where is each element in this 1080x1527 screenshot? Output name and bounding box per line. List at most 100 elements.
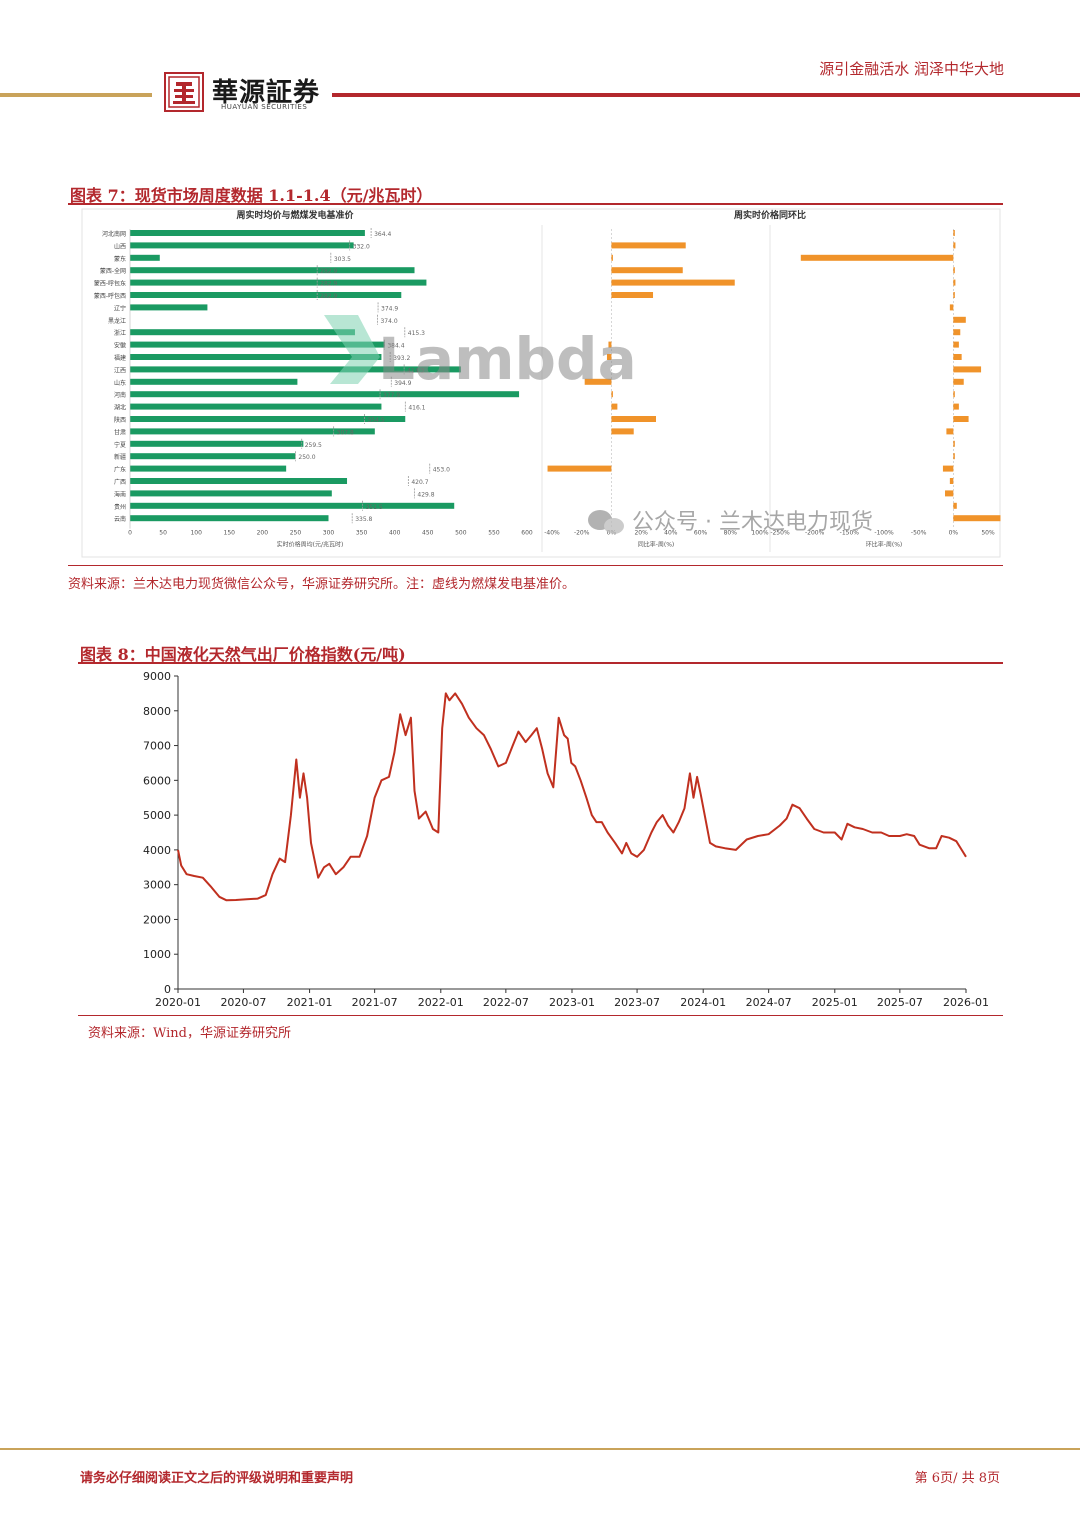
fig8-xtick-label: 2021-01 <box>287 996 333 1009</box>
fig7-category-label: 广东 <box>114 466 126 474</box>
fig8-ytick-label: 5000 <box>143 809 171 822</box>
fig7-mom-xtick: -250% <box>770 530 790 537</box>
figure7-bottom-rule <box>68 565 1003 566</box>
fig7-category-label: 蒙西-全网 <box>100 267 126 275</box>
fig7-yoy-bar <box>611 267 683 274</box>
fig7-left-xtick: 150 <box>224 530 236 537</box>
fig7-mom-bar <box>949 478 954 484</box>
fig7-benchmark-label: 416.1 <box>408 405 425 412</box>
fig7-category-label: 江西 <box>114 367 126 374</box>
fig8-xtick-label: 2023-07 <box>614 996 660 1009</box>
fig8-lng-price-line <box>177 692 967 902</box>
fig7-mom-bar <box>953 329 961 336</box>
fig7-category-label: 安徽 <box>114 342 126 350</box>
header-rule-red <box>332 93 1080 97</box>
fig8-xtick-label: 2025-01 <box>812 996 858 1009</box>
fig7-left-xtick: 0 <box>128 530 132 537</box>
fig7-left-xtick: 100 <box>190 530 202 537</box>
fig8-xtick-label: 2021-07 <box>352 996 398 1009</box>
fig7-yoy-bar <box>606 354 612 360</box>
fig8-xtick-label: 2025-07 <box>877 996 923 1009</box>
fig7-mom-bar <box>953 515 1001 522</box>
fig7-benchmark-label: 374.0 <box>380 318 397 325</box>
fig7-yoy-xlabel: 同比率-周(%) <box>638 541 675 549</box>
fig7-right-title: 周实时价格同环比 <box>734 209 806 221</box>
fig7-category-label: 湖北 <box>114 404 126 412</box>
figure8-bottom-rule <box>78 1015 1003 1016</box>
fig7-price-bar <box>130 416 406 422</box>
fig7-mom-bar <box>953 341 959 348</box>
fig8-ytick-label: 3000 <box>143 879 171 892</box>
fig7-benchmark-label: 453.0 <box>433 467 450 474</box>
company-logo-en: HUAYUAN SECURITIES <box>221 103 308 111</box>
fig7-price-bar <box>130 502 455 509</box>
fig7-mom-xtick: -200% <box>805 530 825 537</box>
fig7-yoy-bar <box>611 416 656 422</box>
fig7-category-label: 广西 <box>114 478 126 486</box>
fig7-category-label: 福建 <box>114 354 126 362</box>
fig7-price-bar <box>130 366 461 373</box>
fig7-category-label: 浙江 <box>114 329 126 337</box>
fig7-price-bar <box>130 354 382 360</box>
fig7-mom-bar <box>953 230 955 236</box>
figure7-top-rule <box>68 203 1003 205</box>
fig7-mom-bar <box>953 453 955 460</box>
fig7-left-xtick: 550 <box>488 530 500 537</box>
fig7-benchmark-label: 259.5 <box>305 442 322 449</box>
fig7-mom-bar <box>953 403 959 410</box>
fig7-category-label: 蒙东 <box>114 255 126 263</box>
fig7-yoy-bar <box>584 378 612 385</box>
fig7-price-bar <box>130 292 402 298</box>
fig7-mom-bar <box>953 354 962 360</box>
fig7-benchmark-label: 374.9 <box>381 305 398 312</box>
lambda-logo-icon <box>324 315 380 384</box>
fig7-yoy-xtick: 80% <box>724 530 738 537</box>
fig7-price-bar <box>130 341 385 348</box>
fig7-benchmark-label: 414.3 <box>407 367 424 374</box>
wechat-watermark-text: 公众号 · 兰木达电力现货 <box>632 510 873 535</box>
fig7-yoy-bar <box>611 242 686 249</box>
fig8-xtick-label: 2020-07 <box>220 996 266 1009</box>
fig7-category-label: 河北南网 <box>102 230 126 238</box>
fig7-benchmark-label: 282.9 <box>320 281 337 288</box>
fig7-mom-bar <box>953 416 969 422</box>
fig7-mom-bar <box>949 304 954 311</box>
fig8-xtick-label: 2026-01 <box>943 996 989 1009</box>
fig7-price-bar <box>130 515 329 522</box>
fig7-yoy-bar <box>611 428 634 435</box>
figure7-title: 图表 7：现货市场周度数据 1.1-1.4（元/兆瓦时） <box>70 186 433 205</box>
fig8-xtick-label: 2024-07 <box>746 996 792 1009</box>
fig7-yoy-xtick: -40% <box>544 530 560 537</box>
fig7-yoy-bar <box>611 279 735 286</box>
fig7-benchmark-label: 377.9 <box>383 392 400 399</box>
fig7-mom-bar <box>946 428 954 435</box>
footer-page-number: 第 6页/ 共 8页 <box>914 1471 1000 1486</box>
fig7-mom-xtick: 50% <box>981 530 995 537</box>
fig7-left-xtick: 350 <box>356 530 368 537</box>
fig8-xtick-label: 2022-07 <box>483 996 529 1009</box>
fig7-price-bar <box>130 478 348 484</box>
figure7-source: 资料来源：兰木达电力现货微信公众号，华源证券研究所。注：虚线为燃煤发电基准价。 <box>68 577 576 592</box>
fig8-ytick-label: 0 <box>164 983 171 996</box>
fig7-benchmark-label: 282.9 <box>320 293 337 300</box>
fig7-price-bar <box>130 403 382 410</box>
fig7-yoy-bar <box>547 465 612 472</box>
huayuan-logo-icon <box>164 72 204 112</box>
fig8-xtick-label: 2024-01 <box>680 996 726 1009</box>
fig7-yoy-bar <box>608 341 612 348</box>
fig7-category-label: 山西 <box>114 242 126 250</box>
fig8-xtick-label: 2023-01 <box>549 996 595 1009</box>
fig7-benchmark-label: 250.0 <box>298 454 315 461</box>
fig7-price-bar <box>130 378 298 385</box>
fig7-category-label: 新疆 <box>114 453 126 461</box>
fig7-price-bar <box>130 453 296 460</box>
fig7-price-bar <box>130 254 160 261</box>
fig7-price-bar <box>130 279 427 286</box>
fig7-yoy-bar <box>611 254 613 261</box>
fig7-left-xtick: 450 <box>422 530 434 537</box>
fig7-mom-bar <box>953 502 957 509</box>
fig7-category-label: 宁夏 <box>114 441 126 449</box>
fig7-mom-bar <box>953 316 966 323</box>
fig7-benchmark-label: 303.5 <box>334 256 351 263</box>
fig8-ytick-label: 7000 <box>143 740 171 753</box>
